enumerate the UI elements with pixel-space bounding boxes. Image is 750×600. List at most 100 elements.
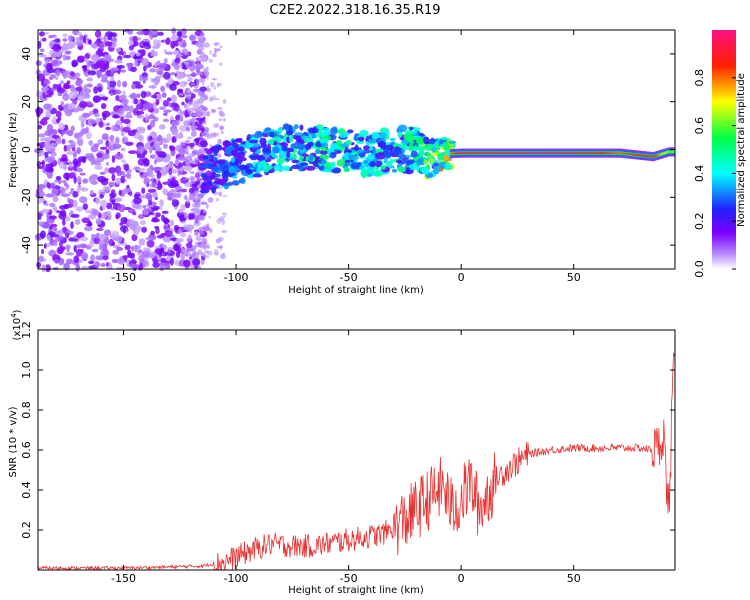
noise-blob — [81, 217, 90, 224]
noise-blob — [43, 79, 51, 85]
noise-blob — [165, 51, 174, 55]
noise-blob — [206, 111, 211, 117]
noise-blob — [41, 208, 50, 214]
noise-blob — [171, 127, 179, 136]
snr-x-axis-label: Height of straight line (km) — [288, 585, 424, 596]
noise-blob — [140, 90, 147, 99]
ridge-segment — [487, 152, 490, 154]
ridge-blob — [299, 164, 304, 170]
noise-blob — [206, 66, 209, 71]
noise-blob — [98, 234, 107, 239]
ridge-segment — [623, 152, 626, 155]
noise-blob — [198, 121, 203, 129]
noise-blob — [58, 122, 65, 131]
ridge-blob — [389, 137, 396, 142]
noise-blob — [45, 109, 51, 117]
ridge-segment — [639, 154, 641, 157]
ridge-blob — [384, 144, 395, 151]
noise-blob — [197, 59, 204, 62]
ridge-segment — [560, 152, 563, 154]
ridge-segment — [534, 152, 537, 154]
noise-blob — [72, 158, 79, 166]
ridge-blob — [429, 137, 436, 145]
noise-blob — [111, 199, 116, 205]
noise-blob — [95, 197, 101, 205]
noise-blob — [172, 193, 182, 198]
noise-blob — [219, 45, 223, 48]
noise-blob — [110, 76, 115, 82]
noise-blob — [111, 230, 119, 238]
ridge-segment — [605, 152, 608, 154]
noise-blob — [62, 71, 67, 79]
noise-blob — [181, 48, 188, 54]
noise-blob — [57, 105, 63, 110]
ridge-segment — [479, 152, 482, 154]
ridge-segment — [466, 152, 469, 154]
noise-blob — [152, 205, 161, 210]
noise-blob — [40, 230, 46, 239]
ridge-segment — [463, 152, 466, 154]
noise-blob — [101, 110, 111, 118]
y-tick-label: 0 — [20, 146, 33, 153]
noise-blob — [156, 39, 162, 45]
ridge-segment — [492, 152, 495, 154]
ridge-segment — [475, 152, 478, 154]
noise-blob — [195, 57, 200, 62]
snr-scale-label: (x104) — [10, 309, 23, 340]
noise-blob — [73, 244, 77, 253]
noise-blob — [79, 172, 86, 176]
noise-blob — [106, 210, 111, 217]
ridge-segment — [649, 155, 652, 158]
ridge-segment — [461, 152, 464, 154]
ridge-blob — [256, 155, 266, 161]
noise-blob — [180, 204, 186, 212]
ridge-segment — [484, 152, 487, 154]
noise-blob — [80, 120, 85, 128]
noise-blob — [188, 118, 194, 122]
noise-blob — [61, 226, 68, 232]
noise-blob — [161, 210, 169, 214]
noise-blob — [198, 46, 205, 51]
noise-blob — [115, 120, 123, 126]
noise-blob — [38, 255, 44, 262]
noise-blob — [48, 35, 53, 39]
noise-blob — [73, 132, 79, 139]
noise-blob — [211, 109, 216, 113]
noise-blob — [147, 188, 157, 193]
x-tick-label: 50 — [567, 271, 581, 284]
noise-blob — [214, 98, 220, 101]
noise-blob — [199, 140, 208, 148]
ridge-blob — [281, 146, 290, 152]
noise-blob — [195, 252, 201, 255]
noise-blob — [115, 95, 120, 102]
noise-blob — [120, 175, 125, 184]
ridge-blob — [202, 156, 209, 160]
noise-blob — [46, 182, 51, 189]
ridge-segment — [517, 152, 520, 154]
noise-blob — [160, 166, 169, 172]
noise-blob — [114, 153, 124, 160]
noise-blob — [132, 81, 141, 85]
noise-blob — [194, 190, 200, 194]
ridge-blob — [261, 164, 270, 168]
noise-blob — [111, 155, 116, 163]
ridge-segment — [520, 152, 523, 154]
noise-blob — [160, 85, 166, 93]
ridge-segment — [467, 152, 470, 154]
noise-blob — [159, 203, 163, 211]
ridge-segment — [547, 152, 550, 154]
noise-blob — [48, 231, 56, 236]
noise-blob — [206, 224, 210, 229]
noise-blob — [94, 162, 102, 166]
noise-blob — [44, 264, 51, 273]
noise-blob — [181, 34, 188, 39]
noise-blob — [68, 191, 72, 195]
ridge-blob — [262, 130, 271, 134]
noise-blob — [63, 144, 68, 152]
noise-blob — [76, 232, 85, 239]
noise-blob — [59, 80, 65, 85]
noise-blob — [188, 59, 195, 62]
noise-blob — [87, 214, 96, 220]
ridge-segment — [541, 152, 544, 154]
ridge-blob — [365, 165, 375, 173]
